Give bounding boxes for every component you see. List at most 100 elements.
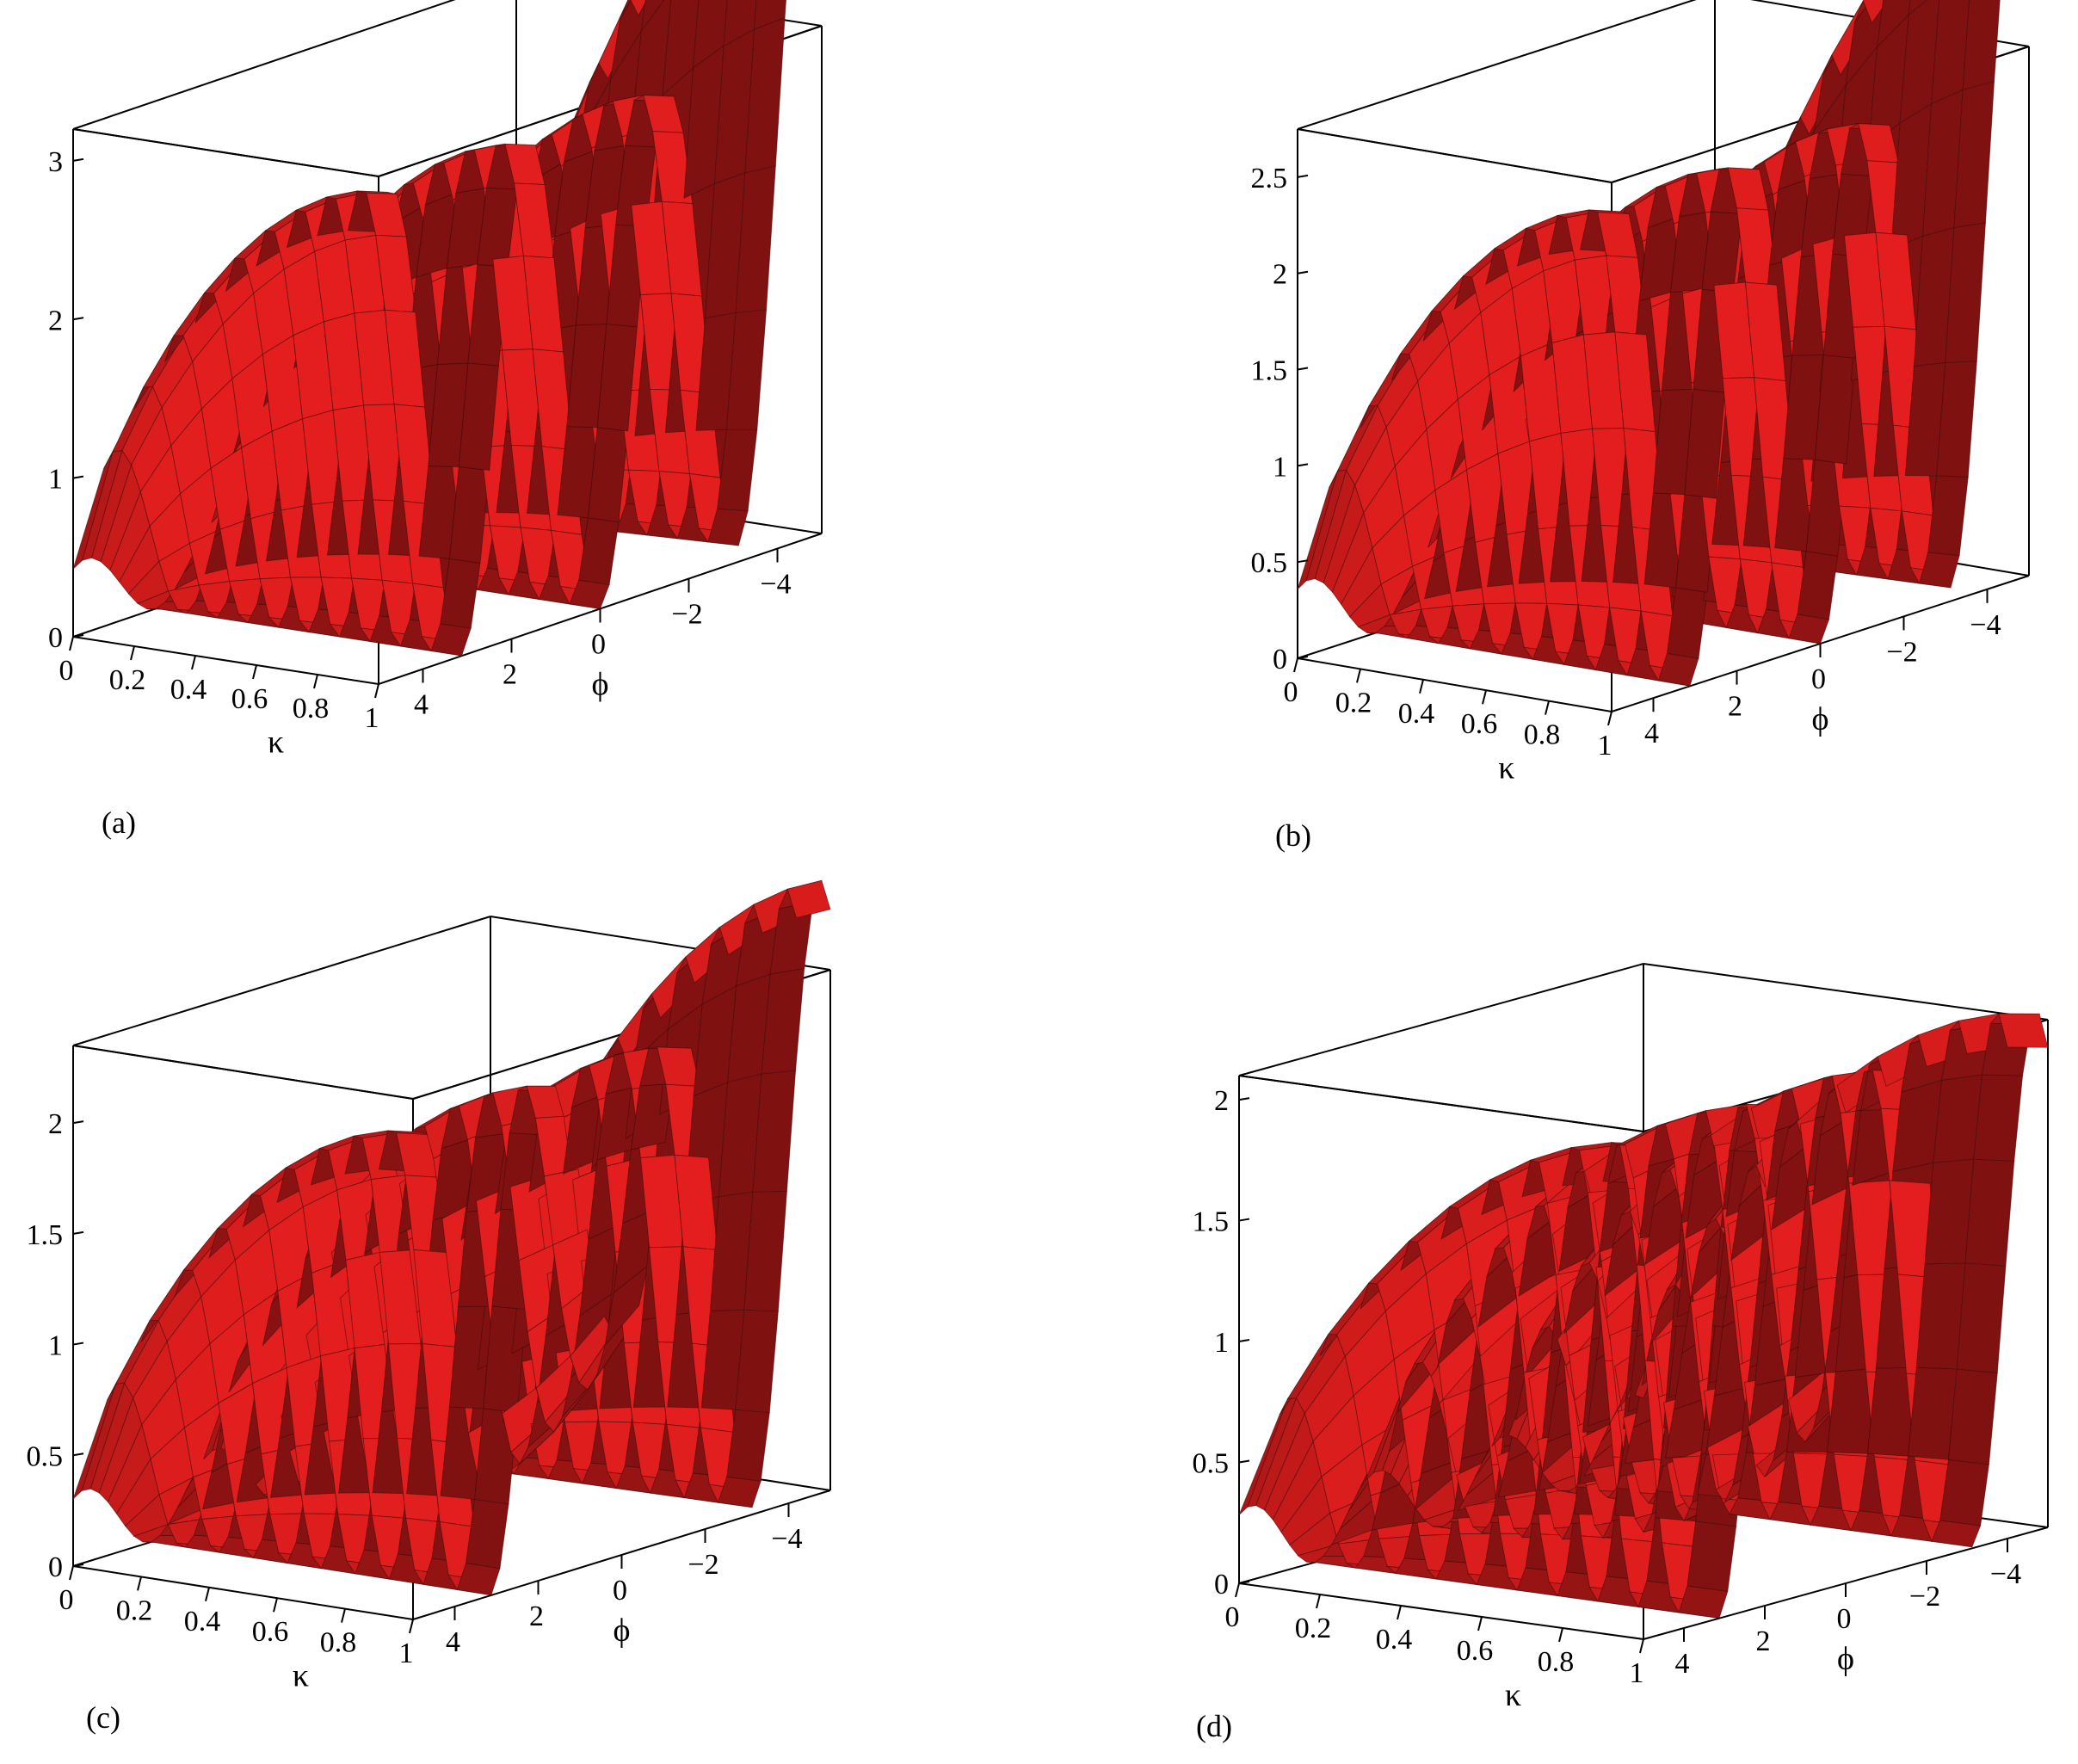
kappa-tick-mark bbox=[1293, 657, 1298, 673]
surface-plot-c: 0 0.5 1 1.5 2 0 0.2 0.4 0.6 0.8 1 κ 4 2 0 −2 −4 ϕ bbox=[27, 879, 831, 1694]
phi-tick-label: −2 bbox=[1886, 636, 1917, 668]
caption-b: (b) bbox=[1275, 818, 1311, 853]
z-tick-label: 0 bbox=[1214, 1569, 1229, 1601]
box-edge bbox=[72, 0, 456, 130]
caption-d: (d) bbox=[1196, 1709, 1232, 1743]
panel-c: 0 0.5 1 1.5 2 0 0.2 0.4 0.6 0.8 1 κ 4 2 0 −2 −4 ϕ (c) bbox=[0, 879, 903, 1764]
surface-patch bbox=[1962, 0, 2001, 90]
z-tick-label: 2 bbox=[1214, 1085, 1229, 1117]
z-tick-label: 2.5 bbox=[1251, 163, 1288, 194]
z-tick-label: 2 bbox=[1273, 259, 1287, 291]
surface-patch bbox=[1964, 1158, 2015, 1267]
kappa-tick-label: 0.2 bbox=[116, 1594, 153, 1626]
z-tick-label: 0.5 bbox=[27, 1440, 64, 1472]
kappa-axis: 0 0.2 0.4 0.6 0.8 1 κ bbox=[1225, 1582, 1644, 1713]
kappa-tick-mark bbox=[374, 683, 379, 699]
caption-c: (c) bbox=[86, 1700, 120, 1735]
kappa-tick-mark bbox=[1545, 700, 1550, 715]
kappa-tick-mark bbox=[130, 645, 135, 661]
surface-patch bbox=[630, 0, 648, 16]
kappa-tick-mark bbox=[191, 655, 196, 670]
z-tick-label: 2 bbox=[48, 1108, 63, 1140]
z-tick-mark bbox=[1238, 1339, 1250, 1343]
phi-tick-label: 0 bbox=[591, 629, 606, 661]
surface-plot-a: 0 1 2 3 0 0.2 0.4 0.6 0.8 1 κ 4 2 0 −2 −4 ϕ bbox=[48, 0, 823, 761]
kappa-tick-label: 0 bbox=[59, 655, 74, 687]
phi-axis-label: ϕ bbox=[613, 1613, 630, 1649]
phi-tick-label: −4 bbox=[771, 1523, 802, 1555]
z-tick-label: 1.5 bbox=[1193, 1206, 1230, 1238]
phi-axis: 4 2 0 −2 −4 ϕ bbox=[1675, 1539, 2021, 1680]
surface-patch bbox=[1939, 1459, 1990, 1527]
surface-patch bbox=[640, 0, 665, 32]
z-tick-label: 1.5 bbox=[1251, 355, 1288, 387]
surface-patch bbox=[1862, 0, 1889, 24]
z-axis: 0 0.5 1 1.5 2 2.5 bbox=[1251, 163, 1309, 675]
phi-tick-label: −4 bbox=[1970, 609, 2001, 641]
kappa-axis-label: κ bbox=[268, 725, 284, 761]
phi-tick-label: −2 bbox=[671, 599, 702, 631]
kappa-tick-mark bbox=[252, 664, 257, 680]
surface-mesh bbox=[72, 879, 831, 1596]
kappa-tick-label: 0.2 bbox=[109, 664, 146, 696]
z-tick-label: 1 bbox=[1273, 451, 1287, 483]
kappa-tick-label: 1 bbox=[1598, 730, 1612, 762]
caption-a: (a) bbox=[102, 805, 136, 840]
kappa-tick-label: 0 bbox=[1225, 1601, 1240, 1633]
z-tick-label: 0.5 bbox=[1251, 547, 1288, 579]
z-axis: 0 0.5 1 1.5 2 bbox=[27, 1108, 84, 1583]
z-tick-mark bbox=[72, 1342, 84, 1346]
kappa-tick-label: 0.2 bbox=[1335, 687, 1372, 719]
kappa-axis-label: κ bbox=[1498, 750, 1514, 786]
kappa-tick-mark bbox=[1419, 679, 1424, 694]
kappa-tick-label: 0.8 bbox=[1524, 719, 1561, 751]
phi-tick-label: 2 bbox=[503, 659, 517, 691]
phi-tick-label: −4 bbox=[760, 569, 791, 601]
kappa-tick-label: 0.6 bbox=[1457, 1635, 1494, 1667]
phi-tick-label: −2 bbox=[1909, 1581, 1940, 1613]
box-edge bbox=[1297, 0, 1697, 130]
z-tick-mark bbox=[1238, 1097, 1250, 1101]
surface-plot-d: 0 0.5 1 1.5 2 0 0.2 0.4 0.6 0.8 1 κ 4 2 0 −2 −4 ϕ bbox=[1193, 963, 2049, 1713]
kappa-tick-mark bbox=[1356, 669, 1361, 683]
z-tick-label: 1 bbox=[48, 464, 63, 496]
phi-tick-label: 4 bbox=[414, 689, 429, 721]
z-tick-label: 2 bbox=[48, 305, 63, 336]
phi-tick-label: 4 bbox=[1644, 718, 1659, 749]
kappa-tick-label: 1 bbox=[399, 1638, 414, 1669]
phi-tick-label: −2 bbox=[688, 1549, 718, 1581]
surface-mesh bbox=[72, 0, 787, 657]
kappa-axis-label: κ bbox=[293, 1658, 309, 1694]
z-tick-mark bbox=[72, 634, 84, 638]
surface-patch bbox=[754, 0, 787, 30]
panel-a: 0 1 2 3 0 0.2 0.4 0.6 0.8 1 κ 4 2 0 −2 −4 ϕ (a) bbox=[0, 0, 903, 869]
box-edge-front bbox=[72, 128, 379, 177]
panel-b: 0 0.5 1 1.5 2 2.5 0 0.2 0.4 0.6 0.8 1 κ 4 2 0 −2 −4 ϕ (b) bbox=[1196, 0, 2078, 886]
kappa-tick-mark bbox=[1482, 689, 1487, 705]
surface-patch bbox=[1998, 1013, 2049, 1048]
kappa-tick-mark bbox=[1477, 1616, 1483, 1631]
phi-tick-label: 4 bbox=[1675, 1648, 1690, 1680]
phi-tick-label: −4 bbox=[1990, 1558, 2021, 1590]
phi-axis-label: ϕ bbox=[1837, 1641, 1854, 1677]
z-tick-label: 0 bbox=[48, 1551, 63, 1583]
z-tick-mark bbox=[1238, 1459, 1250, 1464]
z-tick-mark bbox=[72, 1230, 84, 1235]
z-tick-mark bbox=[1297, 270, 1309, 274]
surface-patch bbox=[1948, 1368, 1998, 1465]
phi-tick-label: 0 bbox=[1811, 663, 1826, 695]
phi-axis: 4 2 0 −2 −4 ϕ bbox=[446, 1503, 803, 1658]
kappa-axis-label: κ bbox=[1505, 1677, 1521, 1713]
surface-mesh bbox=[1238, 1013, 2049, 1619]
kappa-tick-mark bbox=[205, 1587, 210, 1602]
z-tick-mark bbox=[72, 475, 84, 479]
surface-patch bbox=[786, 879, 831, 919]
phi-axis: 4 2 0 −2 −4 ϕ bbox=[414, 548, 792, 721]
surface-patch bbox=[1686, 1520, 1737, 1592]
phi-tick-label: 4 bbox=[446, 1626, 460, 1658]
kappa-tick-mark bbox=[137, 1576, 142, 1591]
z-tick-mark bbox=[1238, 1581, 1250, 1584]
phi-tick-label: 0 bbox=[613, 1575, 627, 1607]
box-edge-front bbox=[72, 1045, 414, 1100]
